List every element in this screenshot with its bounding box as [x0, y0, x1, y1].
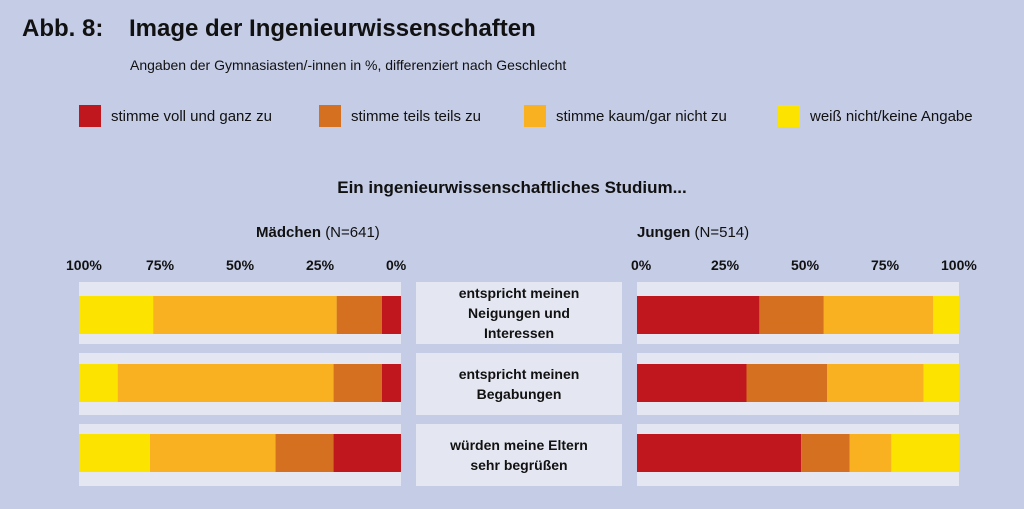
tick-label: 25%	[306, 257, 335, 273]
bar-segment-maedchen-row1-s3	[153, 296, 337, 334]
bar-segment-jungen-row3-s3	[849, 434, 892, 472]
category-label: würden meine Eltern sehr begrüßen	[416, 424, 622, 486]
tick-label: 0%	[386, 257, 407, 273]
bar-segment-maedchen-row1-s1	[381, 296, 401, 334]
bar-segment-jungen-row2-s3	[827, 364, 924, 402]
legend-label: stimme voll und ganz zu	[111, 107, 272, 125]
bar-segment-maedchen-row2-s3	[117, 364, 334, 402]
bar-segment-jungen-row1-s1	[637, 296, 760, 334]
group-n: (N=641)	[325, 224, 380, 241]
group-n: (N=514)	[694, 224, 750, 241]
tick-label: 50%	[226, 257, 255, 273]
bar-segment-jungen-row2-s2	[746, 364, 827, 402]
legend-item-teils: stimme teils teils zu	[319, 104, 481, 128]
bar-segment-maedchen-row3-s4	[79, 434, 150, 472]
bar-segment-maedchen-row2-s1	[381, 364, 401, 402]
group-name: Jungen	[637, 224, 691, 241]
bar-segment-maedchen-row1-s2	[336, 296, 382, 334]
category-label: entspricht meinen Neigungen und Interess…	[416, 282, 622, 344]
legend-item-kaum: stimme kaum/gar nicht zu	[524, 104, 727, 128]
bar-segment-maedchen-row2-s4	[79, 364, 118, 402]
legend-swatch	[524, 105, 546, 127]
bar-segment-jungen-row3-s2	[801, 434, 850, 472]
group-name: Mädchen	[256, 224, 322, 241]
legend-swatch	[319, 105, 341, 127]
bar-segment-jungen-row2-s4	[923, 364, 959, 402]
group-label-jungen: Jungen (N=514)	[637, 224, 749, 241]
tick-label: 75%	[146, 257, 175, 273]
bar-segment-jungen-row3-s4	[891, 434, 959, 472]
group-label-maedchen: Mädchen (N=641)	[256, 224, 380, 241]
bar-segment-jungen-row1-s3	[823, 296, 934, 334]
legend-swatch	[778, 105, 800, 127]
bar-segment-jungen-row2-s1	[637, 364, 747, 402]
legend-item-keine-angabe: weiß nicht/keine Angabe	[778, 104, 973, 128]
figure-label: Abb. 8:	[22, 15, 104, 42]
tick-label: 0%	[631, 257, 652, 273]
figure-title: Image der Ingenieurwissenschaften	[129, 15, 536, 42]
bar-segment-jungen-row1-s4	[933, 296, 959, 334]
tick-label: 100%	[66, 257, 102, 273]
bar-segment-maedchen-row1-s4	[79, 296, 154, 334]
category-label: entspricht meinen Begabungen	[416, 353, 622, 415]
tick-label: 25%	[711, 257, 740, 273]
bar-segment-maedchen-row3-s3	[149, 434, 276, 472]
tick-label: 50%	[791, 257, 820, 273]
legend-label: weiß nicht/keine Angabe	[810, 107, 973, 125]
bar-segment-jungen-row1-s2	[759, 296, 824, 334]
legend-swatch	[79, 105, 101, 127]
legend-item-voll: stimme voll und ganz zu	[79, 104, 272, 128]
figure-subtitle: Angaben der Gymnasiasten/-innen in %, di…	[130, 57, 567, 73]
bar-segment-maedchen-row3-s1	[333, 434, 401, 472]
legend-label: stimme teils teils zu	[351, 107, 482, 125]
chart-title: Ein ingenieurwissenschaftliches Studium.…	[337, 178, 687, 197]
bar-segment-jungen-row3-s1	[637, 434, 802, 472]
bar-segment-maedchen-row2-s2	[333, 364, 382, 402]
bar-segment-maedchen-row3-s2	[275, 434, 334, 472]
legend-label: stimme kaum/gar nicht zu	[556, 107, 727, 125]
tick-label: 75%	[871, 257, 900, 273]
tick-label: 100%	[941, 257, 977, 273]
